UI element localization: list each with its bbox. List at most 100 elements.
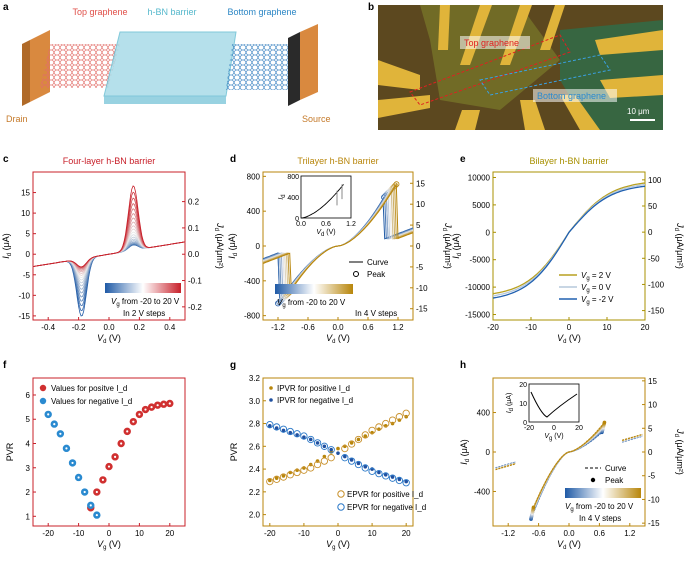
y2-tick-label: -50: [648, 254, 660, 263]
y-tick-label: -400: [474, 487, 491, 496]
y2-axis-label: Jd (μA/μm²): [673, 428, 685, 475]
legend-label: Vg = 2 V: [581, 271, 611, 282]
y-tick-label: 400: [247, 207, 261, 216]
y2-tick-label: -5: [648, 472, 656, 481]
inset-curve: [300, 184, 344, 219]
data-point: [307, 435, 315, 444]
iv-curve: [32, 240, 186, 290]
legend-step: In 4 V steps: [579, 514, 621, 523]
inset-y-tick: 0: [523, 420, 527, 427]
hbn-barrier-block: [103, 31, 237, 97]
inset-x-tick: 0: [552, 425, 556, 432]
hbn-barrier-label: h-BN barrier: [147, 7, 196, 17]
inset-y-label: Id: [278, 194, 287, 199]
y2-axis-label: Jd (μA/μm²): [213, 222, 225, 269]
top-graphene-sheet: [40, 44, 120, 88]
y-tick-label: 5000: [472, 201, 490, 210]
data-point: [322, 444, 327, 449]
iv-curve: [32, 197, 186, 268]
data-point: [361, 431, 369, 439]
y2-tick-label: -100: [648, 280, 665, 289]
legend-label: Vg = -2 V: [581, 295, 614, 306]
data-point: [368, 467, 376, 476]
legend-marker: [269, 398, 273, 402]
data-point: [347, 457, 356, 465]
y-tick-label: -10000: [465, 283, 490, 292]
top-graphene-outline: [409, 34, 571, 106]
y-tick-label: 2: [26, 488, 31, 497]
data-point: [341, 444, 349, 453]
inset-x-tick: 1.2: [346, 221, 356, 228]
b-top-graphene-label: Top graphene: [464, 38, 519, 48]
x-tick-label: -10: [525, 323, 537, 332]
data-point-center: [138, 413, 141, 416]
y-tick-label: 0: [256, 242, 261, 251]
inset-x-label: Vd (V): [316, 229, 335, 238]
colorbar: [105, 283, 181, 293]
x-tick-label: 20: [641, 323, 650, 332]
data-point: [266, 421, 274, 429]
y-axis-label: PVR: [5, 442, 15, 461]
x-tick-label: -0.2: [72, 323, 86, 332]
inset-y-tick: 0: [295, 216, 299, 223]
y-tick-label: 800: [247, 172, 261, 181]
x-tick-label: -0.4: [41, 323, 55, 332]
data-point: [300, 466, 308, 474]
data-point: [375, 423, 383, 431]
y2-axis-label: Jd (μA/μm²): [673, 222, 685, 269]
x-tick-label: -0.6: [532, 529, 546, 538]
data-point-center: [107, 465, 111, 468]
iv-curve: [32, 221, 186, 273]
legend-label: Values for negative I_d: [51, 397, 132, 406]
data-point: [295, 433, 299, 437]
x-tick-label: 10: [368, 529, 377, 538]
data-point: [383, 472, 388, 477]
y-axis-label: Id (μA): [227, 233, 239, 259]
data-point: [266, 477, 274, 486]
panel-letter-b: b: [368, 2, 374, 13]
data-point-center: [132, 420, 135, 423]
legend-marker: [39, 384, 47, 392]
data-point: [272, 423, 281, 431]
chart-title: Bilayer h-BN barrier: [529, 156, 608, 166]
data-point: [315, 441, 320, 445]
y2-tick-label: 0: [648, 448, 653, 457]
legend-curve: Curve: [367, 258, 389, 267]
legend-vg-range: Vg from -20 to 20 V: [565, 502, 634, 513]
y-tick-label: 5: [26, 415, 31, 424]
data-point-center: [150, 406, 153, 409]
x-tick-label: 0: [567, 323, 572, 332]
legend-peak: Peak: [367, 270, 386, 279]
iv-curve: [32, 203, 186, 269]
x-axis-label: Vd (V): [557, 333, 581, 345]
data-point: [320, 457, 329, 465]
data-point: [363, 434, 368, 438]
y-tick-label: 15: [21, 189, 30, 198]
y2-tick-label: -150: [648, 307, 665, 316]
x-tick-label: 1.2: [392, 323, 404, 332]
y-tick-label: -10: [18, 291, 30, 300]
iv-curve: [32, 228, 186, 276]
panel-letter-f: f: [3, 360, 7, 371]
legend-vg-range: Vg from -20 to 20 V: [277, 298, 346, 309]
x-tick-label: 10: [135, 529, 144, 538]
inset-steps: [336, 184, 343, 206]
y-tick-label: 4: [26, 440, 31, 449]
data-point: [308, 437, 313, 442]
panel-letter-c: c: [3, 154, 9, 165]
x-tick-label: 10: [603, 323, 612, 332]
data-point: [300, 432, 308, 440]
y-tick-label: -5000: [470, 256, 491, 265]
y-tick-label: -15: [18, 312, 30, 321]
x-tick-label: -20: [42, 529, 54, 538]
x-axis-label: Vg (V): [97, 539, 121, 551]
y2-tick-label: 0: [648, 228, 653, 237]
data-point-center: [162, 403, 165, 406]
x-axis-label: Vg (V): [326, 539, 350, 551]
data-point: [313, 439, 322, 447]
iv-series: [492, 182, 646, 295]
y2-tick-label: 0.1: [188, 224, 200, 233]
data-point: [349, 458, 354, 462]
data-point-center: [144, 408, 147, 411]
colorbar: [275, 284, 353, 294]
